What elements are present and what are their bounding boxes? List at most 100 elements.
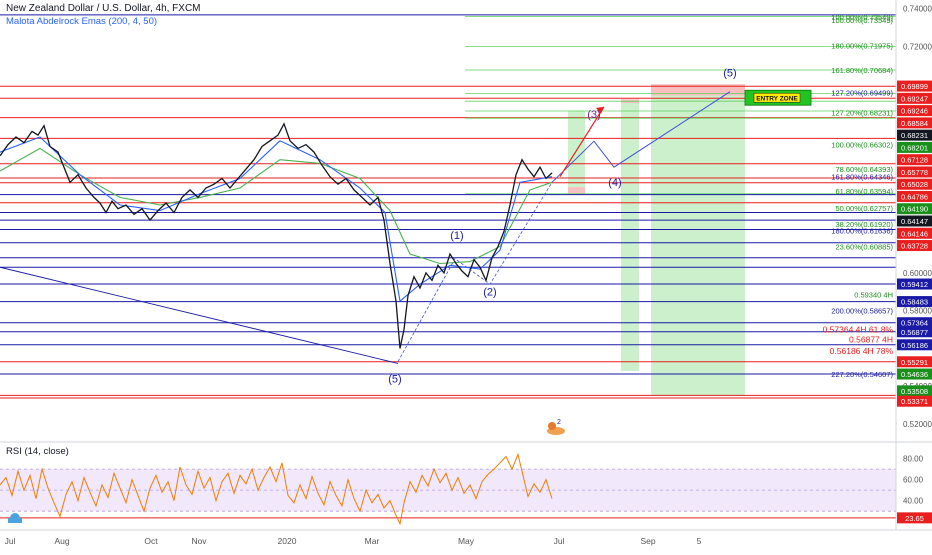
price-badge — [897, 385, 932, 397]
price-tick-label: 0.52000 — [903, 420, 932, 429]
price-badge-label: 0.64147 — [901, 217, 928, 226]
time-tick-label: Mar — [365, 536, 380, 546]
price-badge-label: 0.65028 — [901, 180, 928, 189]
time-tick-label: Jul — [5, 536, 16, 546]
price-tick-label: 0.58000 — [903, 307, 932, 316]
price-badge-label: 0.58483 — [901, 298, 928, 307]
rsi-tick-label: 80.00 — [903, 455, 924, 464]
ema-slow-line — [0, 147, 553, 265]
entry-zone-label: ENTRY ZONE — [756, 96, 798, 103]
price-badge — [897, 141, 932, 153]
price-badge-label: 0.69247 — [901, 94, 928, 103]
rsi-layer: 80.00 60.00 40.00 23.65 — [0, 441, 932, 526]
fib-label: 100.00%(0.73549) — [831, 16, 893, 25]
wave-label: (1) — [450, 230, 463, 242]
price-badge — [897, 240, 932, 252]
price-badge — [897, 80, 932, 92]
time-tick-label: Aug — [54, 536, 69, 546]
price-badge — [897, 317, 932, 329]
price-badge — [897, 92, 932, 104]
fib-label: 100.00%(0.66302) — [831, 141, 893, 150]
price-badge-label: 0.56877 — [901, 328, 928, 337]
price-badge — [897, 215, 932, 227]
levels-layer — [0, 14, 896, 399]
time-tick-label: Oct — [144, 536, 158, 546]
price-badge-label: 0.63728 — [901, 242, 928, 251]
fib-label: 227.20%(0.54607) — [831, 370, 893, 379]
price-badge — [897, 117, 932, 129]
entry-zone-tag — [753, 92, 801, 103]
price-badge — [897, 166, 932, 178]
price-badge — [897, 203, 932, 215]
price-badge — [897, 190, 932, 202]
price-badge-label: 0.68584 — [901, 119, 928, 128]
time-tick-label: 2020 — [278, 536, 297, 546]
price-badge — [897, 368, 932, 380]
level-note: 0.57364 4H 61.8% — [823, 325, 894, 335]
price-layer — [0, 122, 553, 349]
rsi-label: RSI (14, close) — [6, 446, 69, 457]
rsi-value-badge — [897, 512, 932, 524]
time-tick-label: May — [458, 536, 475, 546]
fib-label: 180.00%(0.71975) — [831, 42, 893, 51]
fib-label: 161.80%(0.64346) — [831, 173, 893, 182]
time-tick-label: Sep — [640, 536, 655, 546]
price-badge-label: 0.64190 — [901, 205, 928, 214]
price-badge-label: 0.57364 — [901, 319, 928, 328]
time-tick-label: Nov — [191, 536, 207, 546]
impulse-path — [397, 182, 553, 362]
annotations-layer: 100.00%(0.73549)100.00%(0.73549)180.00%(… — [388, 13, 893, 435]
price-badge — [897, 326, 932, 338]
rsi-value-label: 23.65 — [905, 514, 924, 523]
wave-label: (5) — [388, 373, 401, 385]
fib-label: 100.00%(0.73549) — [831, 13, 893, 22]
price-badge-label: 0.64786 — [901, 192, 928, 201]
wave-label: (4) — [608, 177, 621, 189]
fib-label: 0.59340 4H — [854, 291, 893, 300]
price-tick-label: 0.72000 — [903, 42, 932, 51]
fib-label: 50.00%(0.62757) — [835, 204, 893, 213]
price-badge-label: 0.53508 — [901, 387, 928, 396]
price-badge-label: 0.56186 — [901, 341, 928, 350]
target-arrow — [559, 106, 605, 178]
level-note: 0.56877 4H — [849, 334, 893, 344]
time-tick-label: Jul — [554, 536, 565, 546]
cloud-icon-base — [8, 518, 22, 523]
price-badge — [897, 339, 932, 351]
price-badge-label: 0.68231 — [901, 131, 928, 140]
indicator-label: Malota Abdelrock Emas (200, 4, 50) — [6, 16, 158, 27]
price-badge-label: 0.53371 — [901, 397, 928, 406]
logo-icon-head — [548, 422, 556, 430]
fib-label: 180.00%(0.61636) — [831, 226, 893, 235]
diagonal-trendline — [0, 266, 399, 364]
target-arrow-head — [596, 106, 604, 114]
green-zone-2 — [621, 103, 639, 372]
price-badge — [897, 129, 932, 141]
price-badge — [897, 227, 932, 239]
rsi-tick-label: 60.00 — [903, 476, 924, 485]
fib-label: 127.20%(0.68231) — [831, 109, 893, 118]
wave-label: (3) — [587, 109, 600, 121]
fib-label: 161.80%(0.70684) — [831, 66, 893, 75]
price-badge-label: 0.64146 — [901, 229, 928, 238]
fib-label: 200.00%(0.58657) — [831, 307, 893, 316]
price-badge — [897, 178, 932, 190]
red-zone-3 — [651, 84, 745, 96]
fib-label: 38.20%(0.61920) — [835, 220, 893, 229]
wave-label: (5) — [723, 68, 736, 80]
price-line — [0, 122, 553, 349]
rsi-line — [0, 452, 553, 526]
price-tick-label: 0.60000 — [903, 269, 932, 278]
projection-path — [551, 91, 731, 183]
level-note: 0.56186 4H 78% — [830, 346, 894, 356]
price-badge-label: 0.67128 — [901, 156, 928, 165]
fib-label: 23.60%(0.60885) — [835, 242, 893, 251]
price-badge-label: 0.69246 — [901, 107, 928, 116]
cloud-icon — [8, 513, 22, 523]
fib-label: 61.80%(0.63594) — [835, 187, 893, 196]
price-badge — [897, 278, 932, 290]
price-badge-label: 0.68201 — [901, 143, 928, 152]
price-badge — [897, 296, 932, 308]
